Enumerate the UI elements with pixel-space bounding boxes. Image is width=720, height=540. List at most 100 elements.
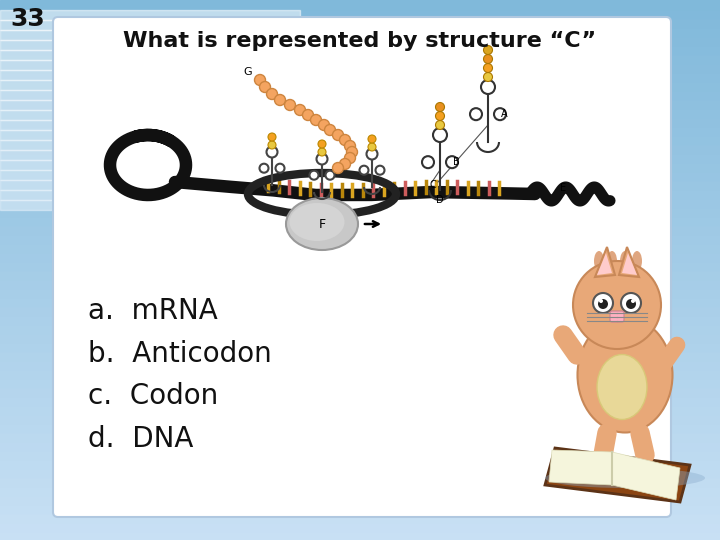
Bar bbox=[0, 180, 300, 190]
Circle shape bbox=[446, 156, 458, 168]
Text: F: F bbox=[318, 218, 325, 231]
Bar bbox=[0, 342, 720, 351]
Bar bbox=[0, 162, 720, 171]
Bar bbox=[0, 108, 720, 117]
Bar bbox=[0, 306, 720, 315]
Circle shape bbox=[368, 143, 376, 151]
Bar bbox=[0, 315, 720, 324]
Circle shape bbox=[599, 299, 603, 303]
Circle shape bbox=[259, 164, 269, 173]
Circle shape bbox=[494, 108, 506, 120]
Circle shape bbox=[433, 128, 447, 142]
Bar bbox=[0, 522, 720, 531]
Bar bbox=[0, 30, 300, 40]
Polygon shape bbox=[595, 247, 615, 277]
Bar bbox=[0, 90, 300, 100]
Bar bbox=[0, 70, 300, 80]
Circle shape bbox=[481, 80, 495, 94]
Circle shape bbox=[626, 299, 636, 309]
Circle shape bbox=[368, 135, 376, 143]
Text: D: D bbox=[436, 195, 444, 205]
Ellipse shape bbox=[620, 251, 630, 271]
Bar bbox=[0, 270, 720, 279]
Text: What is represented by structure “C”: What is represented by structure “C” bbox=[123, 31, 597, 51]
Text: A: A bbox=[501, 109, 508, 119]
Bar bbox=[0, 90, 720, 99]
FancyBboxPatch shape bbox=[610, 311, 624, 322]
Bar bbox=[0, 100, 300, 110]
Circle shape bbox=[254, 75, 266, 85]
Ellipse shape bbox=[632, 251, 642, 271]
Bar bbox=[0, 225, 720, 234]
Bar bbox=[0, 297, 720, 306]
Bar bbox=[0, 50, 300, 60]
Bar bbox=[0, 9, 720, 18]
Circle shape bbox=[593, 293, 613, 313]
Circle shape bbox=[631, 299, 635, 303]
Ellipse shape bbox=[286, 198, 358, 250]
Bar bbox=[0, 120, 300, 130]
Circle shape bbox=[484, 64, 492, 72]
Bar bbox=[0, 450, 720, 459]
Bar bbox=[0, 160, 300, 170]
Polygon shape bbox=[549, 450, 612, 485]
Circle shape bbox=[598, 299, 608, 309]
Ellipse shape bbox=[597, 354, 647, 420]
Circle shape bbox=[333, 130, 343, 140]
Bar bbox=[0, 414, 720, 423]
Ellipse shape bbox=[289, 203, 344, 241]
Bar bbox=[0, 198, 720, 207]
Circle shape bbox=[436, 103, 444, 111]
Polygon shape bbox=[622, 253, 637, 275]
Circle shape bbox=[333, 163, 343, 173]
Circle shape bbox=[274, 94, 286, 105]
Circle shape bbox=[484, 55, 492, 64]
Bar bbox=[0, 261, 720, 270]
Ellipse shape bbox=[594, 251, 604, 271]
Bar bbox=[0, 117, 720, 126]
Ellipse shape bbox=[607, 251, 617, 271]
Bar bbox=[0, 477, 720, 486]
Circle shape bbox=[268, 133, 276, 141]
Bar bbox=[0, 80, 300, 90]
Circle shape bbox=[484, 45, 492, 55]
Ellipse shape bbox=[545, 468, 705, 488]
Circle shape bbox=[325, 125, 336, 136]
Bar bbox=[0, 216, 720, 225]
Bar bbox=[0, 27, 720, 36]
Bar bbox=[0, 40, 300, 50]
Circle shape bbox=[284, 99, 295, 111]
Bar bbox=[0, 150, 300, 160]
Bar bbox=[0, 135, 720, 144]
Bar bbox=[0, 190, 300, 200]
Bar bbox=[0, 459, 720, 468]
Bar bbox=[0, 531, 720, 540]
Circle shape bbox=[325, 171, 335, 180]
Bar bbox=[0, 72, 720, 81]
Circle shape bbox=[344, 140, 356, 152]
Bar bbox=[0, 432, 720, 441]
Circle shape bbox=[422, 156, 434, 168]
Text: c.  Codon: c. Codon bbox=[88, 382, 218, 410]
Text: d.  DNA: d. DNA bbox=[88, 425, 194, 453]
Text: B: B bbox=[453, 157, 460, 167]
Polygon shape bbox=[612, 452, 680, 500]
Circle shape bbox=[436, 111, 444, 120]
Polygon shape bbox=[597, 253, 612, 275]
Circle shape bbox=[340, 159, 351, 170]
Bar bbox=[0, 45, 720, 54]
Text: b.  Anticodon: b. Anticodon bbox=[88, 340, 271, 368]
Circle shape bbox=[344, 152, 356, 164]
Bar bbox=[0, 441, 720, 450]
Bar bbox=[0, 10, 300, 20]
Bar bbox=[0, 423, 720, 432]
Bar bbox=[0, 0, 720, 9]
Bar bbox=[0, 486, 720, 495]
Bar bbox=[0, 387, 720, 396]
Text: a.  mRNA: a. mRNA bbox=[88, 297, 217, 325]
Bar bbox=[0, 495, 720, 504]
Bar bbox=[0, 279, 720, 288]
Bar bbox=[0, 234, 720, 243]
Bar bbox=[0, 207, 720, 216]
Text: E: E bbox=[560, 183, 566, 193]
